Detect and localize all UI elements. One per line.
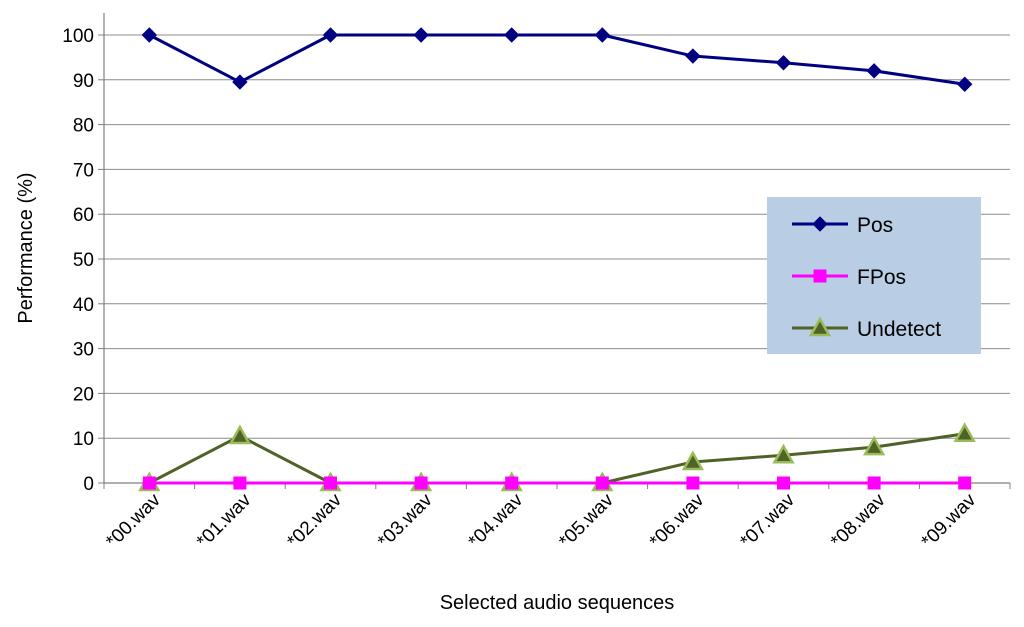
y-tick-label: 70 [73, 160, 94, 181]
series-undetect [138, 422, 976, 492]
point-pos [594, 27, 611, 43]
x-tick-label: *01.wav [193, 489, 256, 552]
x-tick-label: *04.wav [465, 489, 528, 552]
y-tick-label: 50 [73, 250, 94, 271]
series-line-pos [148, 33, 965, 86]
point-undetect [228, 424, 252, 445]
point-pos [413, 27, 429, 43]
y-tick-label: 90 [73, 71, 94, 92]
y-tick-label: 80 [73, 116, 94, 137]
x-tick-label: *06.wav [646, 489, 709, 552]
point-pos [141, 27, 158, 43]
x-tick-labels: *00.wav *01.wav *02.wav *03.wav *04.wav *05.w… [102, 489, 980, 552]
point-fpos [595, 476, 609, 490]
point-undetect [953, 422, 976, 442]
point-fpos [142, 476, 156, 490]
point-undetect [862, 435, 886, 456]
point-undetect [681, 450, 705, 471]
y-axis-label: Performance (%) [15, 172, 37, 323]
series-fpos [142, 476, 972, 490]
y-tick-label: 100 [62, 26, 94, 47]
x-tick-label: *02.wav [283, 489, 346, 552]
point-fpos [414, 476, 428, 490]
x-tick-label: *09.wav [918, 489, 981, 552]
legend-marker-undetect [808, 316, 832, 337]
legend-label-pos: Pos [857, 214, 893, 237]
legend-item-fpos: FPos [792, 266, 906, 289]
gridlines [104, 34, 1010, 439]
point-fpos [686, 476, 700, 490]
point-fpos [505, 476, 519, 490]
point-pos [685, 48, 701, 64]
point-fpos [867, 476, 881, 490]
x-tick-label: *00.wav [102, 489, 165, 552]
point-fpos [777, 476, 790, 490]
y-tick-label: 20 [73, 384, 94, 405]
series-pos [141, 27, 973, 92]
y-tick-label: 30 [73, 340, 94, 361]
y-tick-labels: 0 10 20 30 40 50 60 70 80 90 100 [62, 26, 94, 495]
series-line-undetect [148, 432, 965, 485]
point-undetect [772, 443, 795, 464]
point-pos [322, 27, 339, 43]
y-tick-label: 60 [73, 205, 94, 226]
point-pos [956, 76, 973, 92]
x-axis-label: Selected audio sequences [440, 592, 675, 614]
series [138, 27, 976, 492]
point-fpos [958, 476, 972, 490]
y-tick-label: 10 [73, 429, 94, 450]
point-pos [866, 63, 882, 79]
point-fpos [233, 476, 247, 490]
point-pos [503, 27, 520, 43]
point-fpos [324, 476, 337, 490]
legend-item-pos: Pos [792, 214, 893, 237]
x-tick-label: *05.wav [555, 489, 618, 552]
x-tick-label: *07.wav [736, 489, 799, 552]
point-pos [232, 74, 248, 90]
legend-item-undetect: Undetect [792, 316, 941, 341]
y-tick-label: 40 [73, 295, 94, 316]
legend-label-undetect: Undetect [857, 318, 941, 341]
legend-marker-fpos [813, 269, 827, 283]
point-pos [775, 55, 792, 71]
legend-marker-pos [812, 216, 828, 232]
x-tick-label: *08.wav [827, 489, 890, 552]
legend-label-fpos: FPos [857, 266, 906, 289]
y-tick-label: 0 [83, 474, 94, 495]
legend: Pos FPos Undetect [767, 197, 981, 354]
x-tick-label: *03.wav [374, 489, 437, 552]
